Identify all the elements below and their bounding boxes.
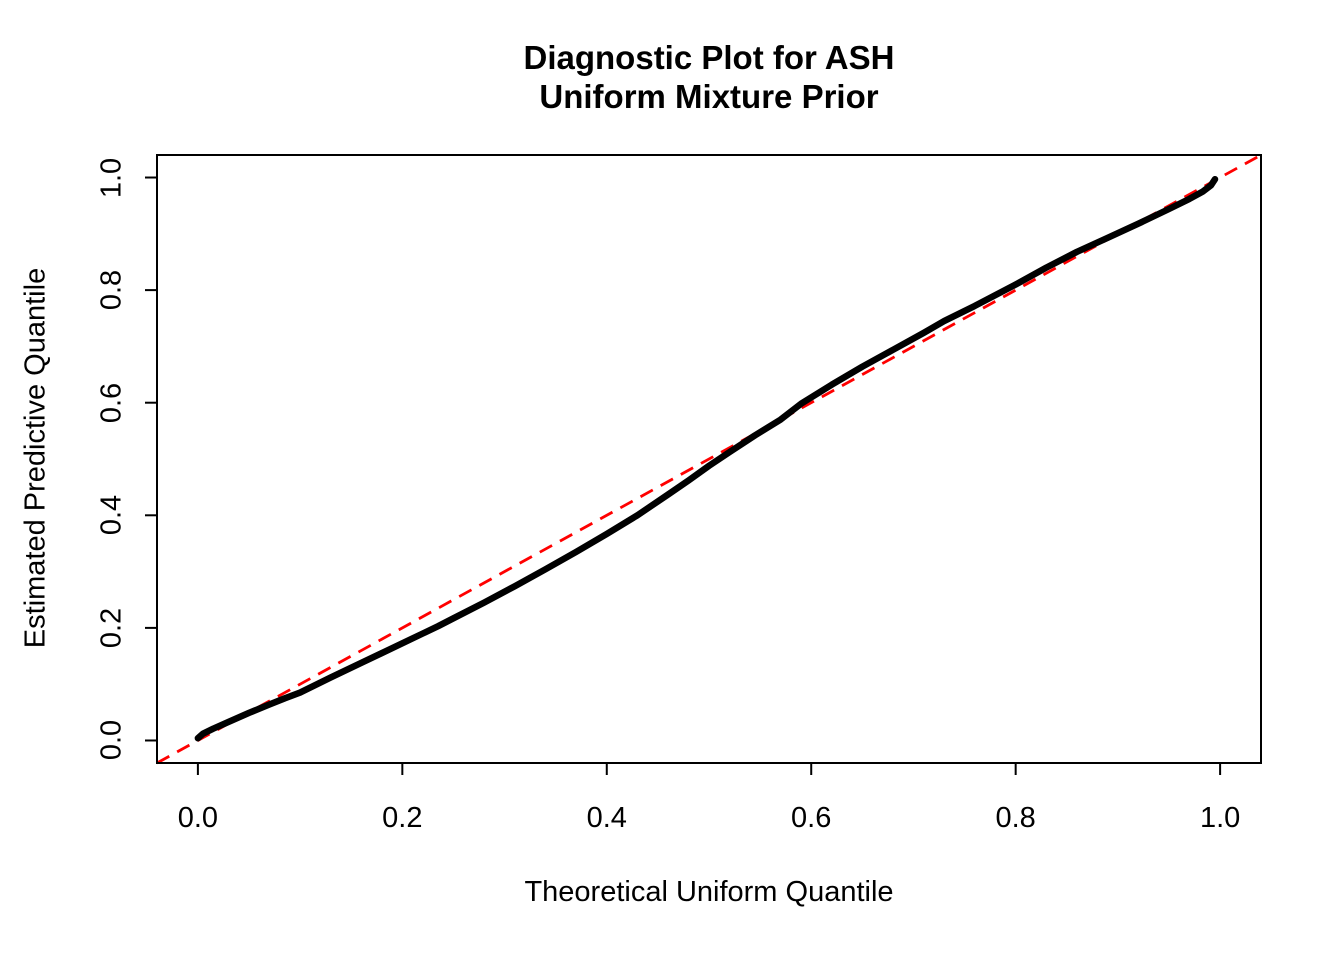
x-tick-label: 0.2 [382,802,423,834]
qq-curve [194,175,1219,742]
y-tick-label: 0.0 [95,720,128,761]
x-axis-label: Theoretical Uniform Quantile [524,876,894,908]
y-axis-label: Estimated Predictive Quantile [19,267,52,649]
chart-title-line1: Diagnostic Plot for ASH [523,39,895,76]
x-tick-label: 1.0 [1199,802,1241,834]
y-tick-label: 0.8 [95,269,128,311]
y-tick-label: 0.6 [95,382,128,423]
x-tick-label: 0.0 [177,802,219,834]
x-tick-label: 0.8 [995,802,1036,834]
x-tick-label: 0.6 [791,802,832,834]
reference-diagonal-line [156,153,1262,765]
x-tick-label: 0.4 [586,802,627,834]
plot-frame [156,154,1262,764]
y-tick-label: 0.2 [95,607,128,649]
chart-title-line2: Uniform Mixture Prior [539,78,879,115]
y-tick-label: 0.4 [95,495,128,536]
chart-title: Diagnostic Plot for ASH Uniform Mixture … [157,38,1261,116]
y-tick-label: 1.0 [95,157,128,198]
